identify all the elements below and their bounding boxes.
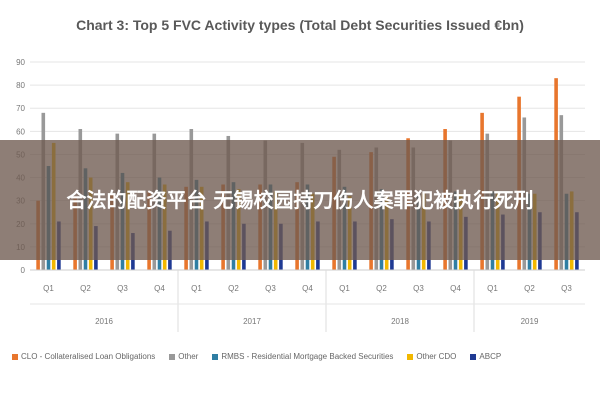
x-tick-label: Q1 (43, 284, 54, 293)
legend-item: CLO - Collateralised Loan Obligations (12, 352, 155, 361)
x-tick-label: Q4 (302, 284, 313, 293)
legend-label: RMBS - Residential Mortgage Backed Secur… (221, 352, 394, 361)
x-tick-label: Q1 (487, 284, 498, 293)
year-label: 2016 (95, 317, 113, 326)
chart-title: Chart 3: Top 5 FVC Activity types (Total… (76, 17, 524, 33)
y-tick-label: 60 (16, 127, 25, 136)
x-tick-label: Q3 (561, 284, 572, 293)
legend-label: ABCP (479, 352, 502, 361)
x-tick-label: Q1 (191, 284, 202, 293)
x-tick-label: Q2 (524, 284, 535, 293)
x-tick-label: Q4 (450, 284, 461, 293)
legend: CLO - Collateralised Loan Obligations Oth… (12, 352, 592, 361)
x-tick-label: Q3 (413, 284, 424, 293)
legend-label: CLO - Collateralised Loan Obligations (21, 352, 156, 361)
x-tick-label: Q2 (80, 284, 91, 293)
legend-item: ABCP (470, 352, 501, 361)
legend-label: Other (178, 352, 199, 361)
legend-item: Other CDO (407, 352, 456, 361)
year-label: 2018 (391, 317, 409, 326)
legend-swatch (212, 353, 219, 360)
y-tick-label: 0 (21, 266, 26, 275)
overlay-text: 合法的配资平台 无锡校园持刀伤人案罪犯被执行死刑 (66, 188, 534, 212)
x-tick-label: Q4 (154, 284, 165, 293)
x-axis: Q1 Q2 Q3 Q4 Q1 Q2 Q3 Q4 Q1 Q2 Q3 Q4 Q1 Q2 Q3 2016 2017 20… (30, 269, 585, 332)
year-label: 2019 (521, 317, 539, 326)
legend-swatch (169, 353, 176, 360)
year-label: 2017 (243, 317, 261, 326)
legend-label: Other CDO (416, 352, 457, 361)
legend-swatch (12, 353, 18, 360)
y-tick-label: 90 (16, 58, 25, 67)
legend-swatch (470, 353, 477, 360)
x-tick-label: Q1 (339, 284, 350, 293)
y-tick-label: 70 (16, 104, 25, 113)
x-tick-label: Q3 (117, 284, 128, 293)
y-tick-label: 80 (16, 81, 25, 90)
overlay-banner: 合法的配资平台 无锡校园持刀伤人案罪犯被执行死刑 (0, 140, 600, 260)
legend-item: Other (169, 352, 198, 361)
x-tick-label: Q2 (228, 284, 239, 293)
legend-swatch (407, 353, 414, 360)
x-tick-label: Q3 (265, 284, 276, 293)
x-tick-label: Q2 (376, 284, 387, 293)
legend-item: RMBS - Residential Mortgage Backed Secur… (212, 352, 393, 361)
